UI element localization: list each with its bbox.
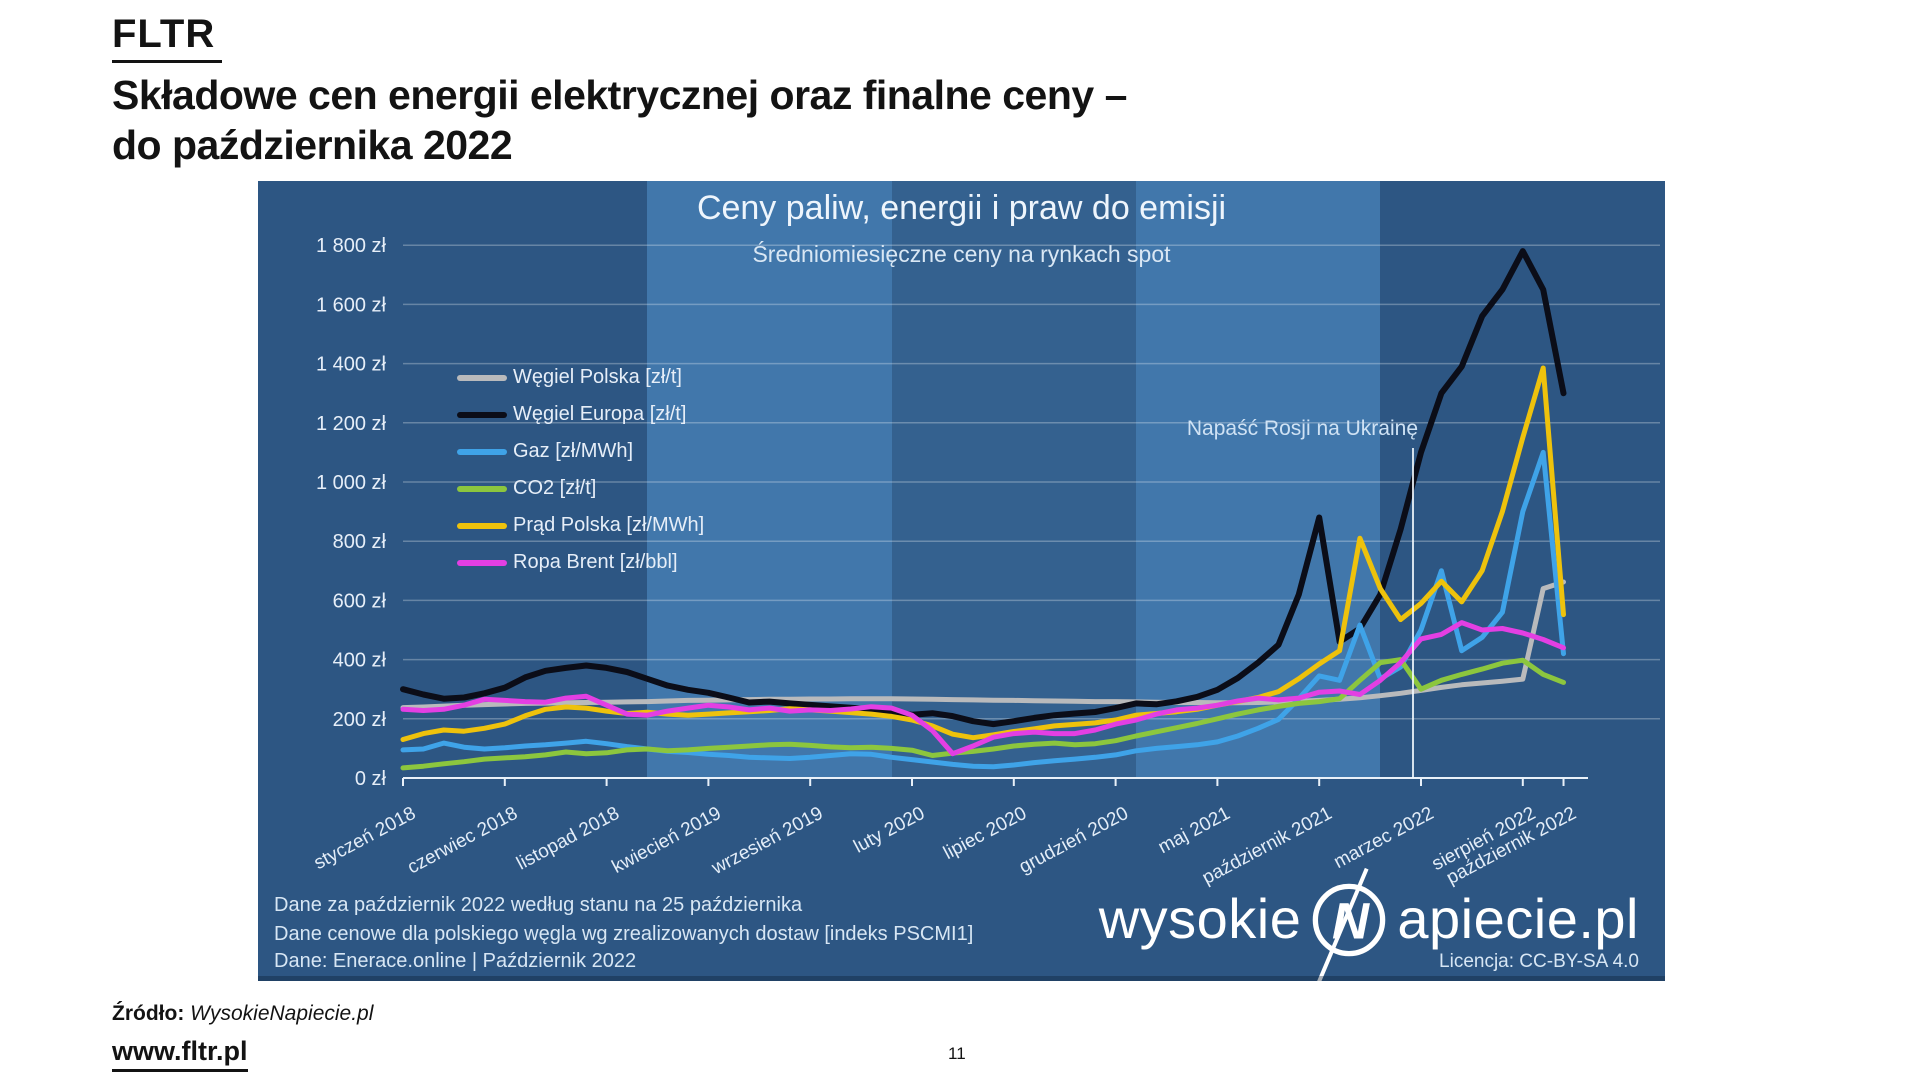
legend-item: Ropa Brent [zł/bbl]: [457, 544, 704, 581]
y-axis-label: 0 zł: [355, 768, 387, 790]
x-axis-label: lipiec 2020: [940, 803, 1030, 864]
legend-label: Węgiel Europa [zł/t]: [513, 403, 687, 425]
x-axis-label: grudzień 2020: [1016, 803, 1132, 878]
y-axis-label: 200 zł: [333, 709, 387, 731]
chart-subtitle: Średniomiesięczne ceny na rynkach spot: [752, 241, 1171, 267]
fltr-logo-underline: [112, 60, 222, 63]
chart-license: Licencja: CC-BY-SA 4.0: [1439, 951, 1639, 972]
chart-bottom-edge: [258, 976, 1665, 981]
slide-source: Źródło: WysokieNapiecie.pl: [112, 1002, 373, 1026]
chart-title: Ceny paliw, energii i praw do emisji: [696, 189, 1227, 227]
slide-title-line2: do października 2022: [112, 122, 513, 168]
invasion-marker-line: [1412, 448, 1414, 778]
y-axis-label: 1 800 zł: [316, 235, 387, 257]
page-number: 11: [948, 1044, 966, 1063]
x-axis-label: luty 2020: [850, 803, 928, 858]
x-axis-label: wrzesień 2019: [708, 803, 827, 880]
y-axis-label: 800 zł: [333, 531, 387, 553]
chart-notes: Dane za październik 2022 według stanu na…: [274, 891, 973, 949]
legend-label: Gaz [zł/MWh]: [513, 440, 634, 462]
series-line-Węgiel Europa [zł/t]: [400, 248, 1567, 728]
slide-title-line1: Składowe cen energii elektrycznej oraz f…: [112, 72, 1127, 118]
x-axis-label: maj 2021: [1155, 803, 1234, 858]
y-axis-label: 400 zł: [333, 650, 387, 672]
x-axis-label: kwiecień 2019: [609, 803, 725, 878]
slide-title: Składowe cen energii elektrycznej oraz f…: [112, 70, 1127, 170]
legend-label: Węgiel Polska [zł/t]: [513, 366, 682, 388]
y-axis-label: 1 200 zł: [316, 413, 387, 435]
legend-swatch-icon: [457, 522, 507, 529]
x-axis-label: listopad 2018: [513, 803, 623, 875]
series-line-Gaz [zł/MWh]: [400, 449, 1566, 770]
chart-legend: Węgiel Polska [zł/t] Węgiel Europa [zł/t]…: [457, 359, 704, 581]
legend-label: Prąd Polska [zł/MWh]: [513, 514, 705, 536]
year-shade-band: [891, 181, 1136, 778]
chart-image: 0 zł 200 zł 400 zł 600 zł 800 zł 1 000 zł 1 20…: [258, 181, 1665, 983]
legend-swatch-icon: [457, 411, 507, 418]
x-axis-label: czerwiec 2018: [404, 803, 521, 879]
legend-item: CO2 [zł/t]: [457, 470, 704, 507]
legend-label: Ropa Brent [zł/bbl]: [513, 551, 678, 573]
series-line-Prąd Polska [zł/MWh]: [400, 365, 1566, 742]
chart-data-source: Dane: Enerace.online | Październik 2022: [274, 950, 637, 972]
legend-swatch-icon: [457, 559, 507, 566]
x-axis-label: marzec 2022: [1331, 803, 1438, 873]
legend-item: Węgiel Polska [zł/t]: [457, 359, 704, 396]
series-line-Ropa Brent [zł/bbl]: [400, 620, 1566, 757]
chart-note-line1: Dane za październik 2022 według stanu na…: [274, 894, 803, 916]
x-axis-label: styczeń 2018: [311, 803, 420, 874]
legend-swatch-icon: [457, 448, 507, 455]
y-axis-label: 600 zł: [333, 590, 387, 612]
legend-item: Węgiel Europa [zł/t]: [457, 396, 704, 433]
legend-item: Prąd Polska [zł/MWh]: [457, 507, 704, 544]
chart-note-line2: Dane cenowe dla polskiego węgla wg zreal…: [274, 923, 974, 945]
wysokienapiecie-logo: wysokie N apiecie.pl: [1098, 867, 1639, 983]
legend-swatch-icon: [457, 374, 507, 381]
series-line-CO2 [zł/t]: [400, 657, 1566, 771]
legend-swatch-icon: [457, 485, 507, 492]
wysokienapiecie-logo-prefix: wysokie: [1098, 886, 1302, 950]
slide-source-value: WysokieNapiecie.pl: [190, 1002, 374, 1025]
lightning-n-icon: N: [1313, 867, 1386, 983]
legend-item: Gaz [zł/MWh]: [457, 433, 704, 470]
y-axis-label: 1 400 zł: [316, 354, 387, 376]
invasion-annotation: Napaść Rosji na Ukrainę: [1186, 417, 1418, 440]
wysokienapiecie-logo-suffix: apiecie.pl: [1397, 886, 1639, 950]
chart-plot: 0 zł 200 zł 400 zł 600 zł 800 zł 1 000 zł 1 20…: [311, 235, 1660, 889]
fltr-logo: FLTR: [112, 12, 216, 56]
fltr-website-link[interactable]: www.fltr.pl: [112, 1036, 248, 1072]
legend-label: CO2 [zł/t]: [513, 477, 597, 499]
year-shade-band: [647, 181, 892, 778]
y-axis-label: 1 000 zł: [316, 472, 387, 494]
slide-source-label: Źródło:: [112, 1002, 185, 1025]
y-axis-label: 1 600 zł: [316, 294, 387, 316]
